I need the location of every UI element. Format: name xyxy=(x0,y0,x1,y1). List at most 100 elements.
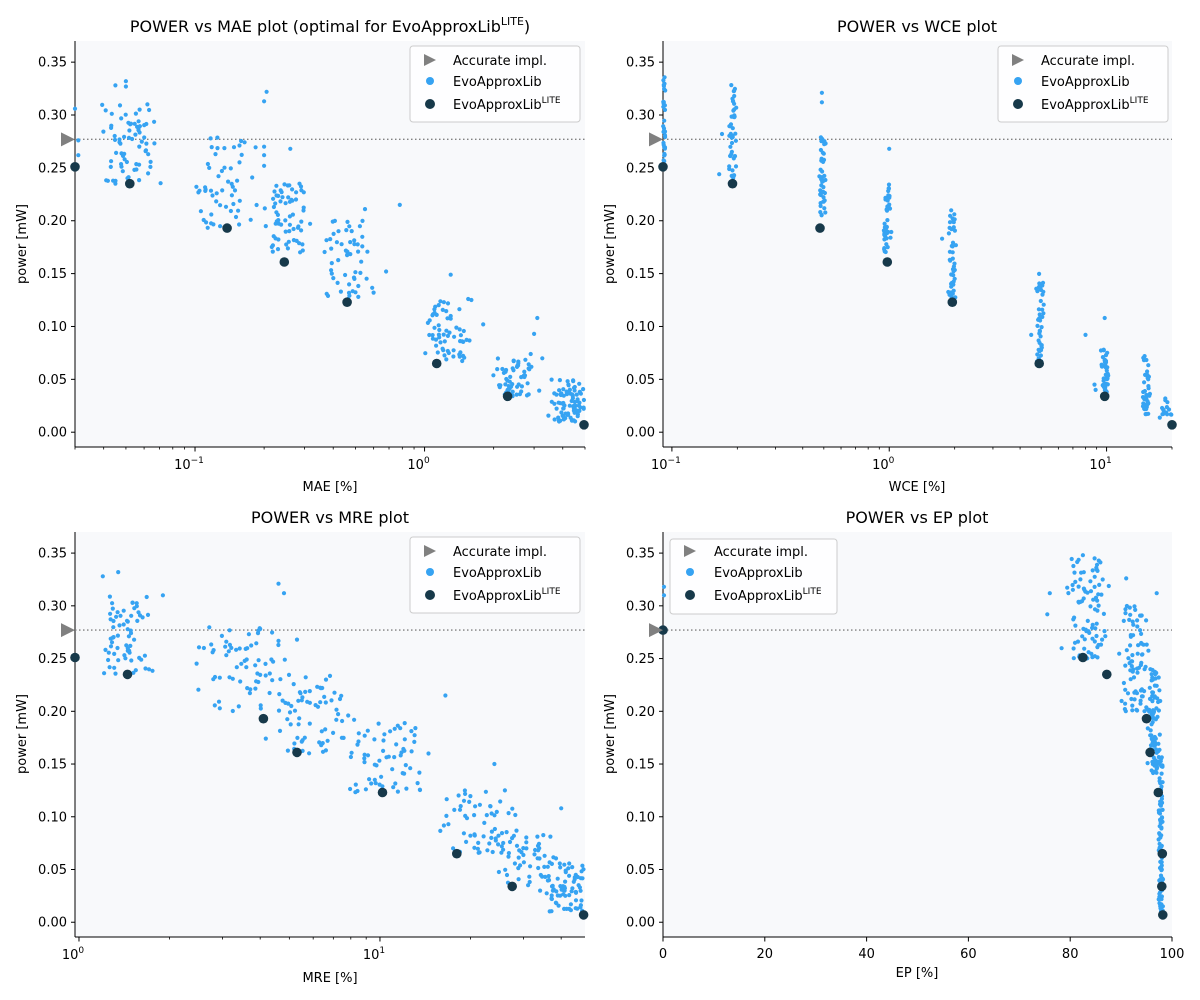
evo-point xyxy=(732,88,737,93)
evo-point xyxy=(356,249,361,254)
evo-point xyxy=(1090,636,1095,641)
evo-point xyxy=(952,276,957,281)
x-tick-label: 100 xyxy=(872,456,895,473)
evo-point xyxy=(267,671,272,676)
evo-point xyxy=(473,804,478,809)
evo-point xyxy=(120,169,125,174)
evo-point xyxy=(1121,680,1126,686)
evo-point xyxy=(557,419,562,424)
evo-point xyxy=(819,139,824,144)
evo-point xyxy=(578,405,583,410)
evo-point xyxy=(128,122,133,127)
evo-point xyxy=(400,771,405,776)
evo-point xyxy=(1076,600,1081,605)
lite-point xyxy=(1078,652,1088,663)
evo-point xyxy=(499,831,505,836)
evo-point xyxy=(1138,613,1143,618)
evo-point xyxy=(494,809,499,815)
evo-point xyxy=(379,774,384,779)
evo-point xyxy=(365,753,371,758)
y-tick-label: 0.30 xyxy=(38,109,67,124)
evo-point xyxy=(472,845,477,850)
evo-point xyxy=(437,327,442,333)
evo-point xyxy=(222,165,227,170)
legend-label-accurate-wce: Accurate impl. xyxy=(1041,54,1135,69)
evo-point xyxy=(1142,689,1147,694)
evo-point xyxy=(1130,619,1135,624)
evo-point xyxy=(238,679,243,684)
evo-point xyxy=(205,225,210,230)
evo-point xyxy=(337,696,343,702)
evo-point xyxy=(1103,372,1108,377)
evo-point xyxy=(218,203,223,208)
y-tick-label: 0.05 xyxy=(626,373,655,388)
evo-point xyxy=(1159,771,1164,776)
evo-point xyxy=(732,107,737,112)
evo-point xyxy=(516,866,521,871)
evo-point xyxy=(327,673,333,679)
evo-point xyxy=(398,753,403,758)
evo-point xyxy=(441,823,446,828)
evo-point xyxy=(458,804,463,809)
evo-point xyxy=(572,875,577,880)
lite-point xyxy=(377,787,388,798)
evo-point xyxy=(423,351,428,356)
evo-point xyxy=(573,898,579,903)
evo-point xyxy=(207,625,212,630)
evo-point xyxy=(484,813,489,818)
evo-point xyxy=(362,752,367,757)
evo-point xyxy=(1149,733,1154,738)
evo-point xyxy=(1158,821,1163,826)
evo-point xyxy=(1072,570,1077,575)
evo-point xyxy=(126,175,131,180)
evo-point xyxy=(346,713,351,718)
accurate-point xyxy=(649,623,663,638)
evo-point xyxy=(1159,755,1164,760)
evo-point xyxy=(133,132,138,137)
lite-point xyxy=(1158,910,1168,920)
evo-point xyxy=(255,631,261,636)
evo-point xyxy=(1135,670,1140,675)
x-tick-label: 101 xyxy=(1089,456,1111,473)
evo-point xyxy=(1072,640,1078,645)
evo-point xyxy=(196,687,201,692)
evo-point xyxy=(502,788,507,793)
evo-point xyxy=(1045,612,1050,617)
y-tick-label: 0.35 xyxy=(626,547,655,562)
evo-point xyxy=(1100,577,1105,582)
evo-point xyxy=(237,646,242,651)
evo-point xyxy=(269,657,274,662)
legend-marker-evo-mae xyxy=(426,77,434,85)
evo-point xyxy=(822,190,828,196)
evo-point xyxy=(323,677,329,682)
evo-point xyxy=(355,242,360,247)
evo-point xyxy=(392,755,397,760)
x-tick-label: 100 xyxy=(62,946,85,963)
evo-point xyxy=(1059,646,1064,651)
evo-point xyxy=(384,269,389,274)
evo-point xyxy=(274,183,279,188)
evo-point xyxy=(514,364,520,369)
legend-label-lite-mae: EvoApproxLibLITE xyxy=(453,96,561,113)
evo-point xyxy=(271,196,276,201)
evo-point xyxy=(145,612,151,618)
y-tick-label: 0.25 xyxy=(38,652,67,667)
evo-point xyxy=(132,121,137,126)
evo-point xyxy=(1146,363,1151,368)
legend-marker-evo-wce xyxy=(1014,77,1022,85)
evo-point xyxy=(462,355,467,360)
evo-point xyxy=(137,613,143,618)
evo-point xyxy=(307,689,312,694)
evo-point xyxy=(885,197,890,202)
evo-point xyxy=(661,584,667,589)
evo-point xyxy=(1160,807,1165,813)
lite-point xyxy=(1034,358,1044,369)
evo-point xyxy=(1160,876,1165,881)
evo-point xyxy=(369,781,374,786)
evo-point xyxy=(239,661,244,666)
evo-point xyxy=(319,729,324,734)
evo-point xyxy=(239,152,244,157)
evo-point xyxy=(290,187,295,192)
evo-point xyxy=(507,839,513,845)
evo-point xyxy=(493,836,498,841)
